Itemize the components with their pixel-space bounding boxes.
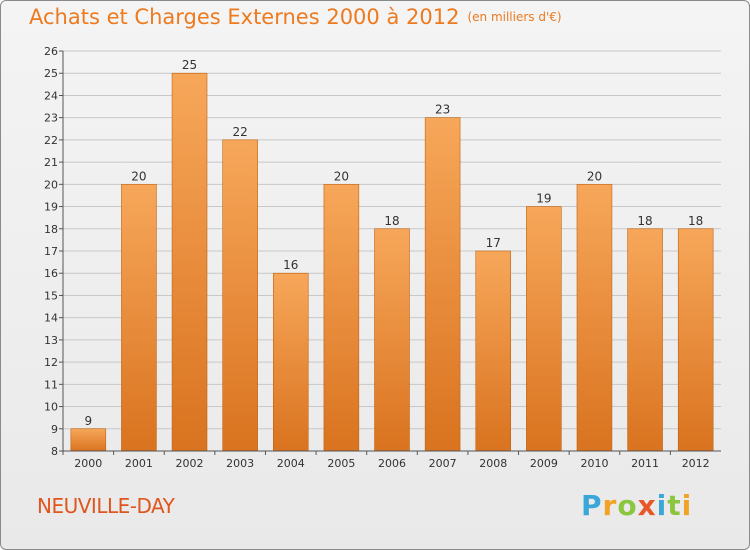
bar [222, 139, 258, 452]
x-tick-label: 2008 [479, 457, 507, 470]
bar [424, 117, 461, 452]
x-tick-label: 2002 [176, 457, 204, 470]
y-tick-label: 22 [44, 134, 58, 147]
y-tick-label: 10 [44, 401, 58, 414]
x-tick-label: 2007 [429, 457, 457, 470]
bar [677, 228, 714, 452]
y-tick-label: 21 [44, 156, 58, 169]
y-tick-label: 16 [44, 267, 58, 280]
y-axis-ticks: 8 9 10 11 12 13 14 15 16 17 18 19 20 21 22 23 24 25 26 [44, 45, 63, 458]
y-tick-label: 9 [51, 423, 58, 436]
bar [273, 272, 309, 452]
bar [526, 206, 562, 452]
x-tick-label: 2000 [74, 457, 102, 470]
y-tick-label: 19 [44, 201, 58, 214]
data-label: 20 [334, 169, 349, 183]
bar [475, 250, 511, 452]
data-labels: 9 20 25 22 16 20 18 23 17 19 20 18 18 [84, 58, 703, 428]
data-label: 20 [587, 169, 602, 183]
x-tick-label: 2006 [378, 457, 406, 470]
bar [627, 228, 663, 452]
y-tick-label: 17 [44, 245, 58, 258]
logo-letter: x [637, 489, 657, 522]
x-tick-label: 2010 [580, 457, 608, 470]
y-tick-label: 20 [44, 178, 58, 191]
data-label: 23 [435, 103, 450, 117]
chart-title-text: Achats et Charges Externes 2000 à 2012 [29, 5, 460, 29]
x-tick-label: 2009 [530, 457, 558, 470]
logo-letter: i [681, 489, 693, 522]
y-tick-label: 8 [51, 445, 58, 458]
y-tick-label: 25 [44, 67, 58, 80]
logo-letter: t [667, 489, 682, 522]
y-tick-label: 11 [44, 378, 58, 391]
y-tick-label: 12 [44, 356, 58, 369]
x-axis-ticks: 2000 2001 2002 2003 2004 2005 2006 2007 2008 2009… [62, 451, 710, 470]
x-tick-label: 2005 [327, 457, 355, 470]
logo-letter: i [656, 489, 668, 522]
bar [121, 184, 157, 452]
chart-unit: (en milliers d'€) [467, 10, 562, 24]
data-label: 18 [637, 214, 652, 228]
data-label: 9 [84, 414, 92, 428]
x-tick-label: 2003 [226, 457, 254, 470]
data-label: 25 [182, 58, 197, 72]
bar [70, 428, 107, 452]
bar [171, 72, 208, 452]
data-label: 18 [688, 214, 703, 228]
bar [576, 184, 613, 452]
logo-letter: P [581, 489, 603, 522]
x-tick-label: 2012 [682, 457, 710, 470]
y-tick-label: 26 [44, 45, 58, 58]
place-name: NEUVILLE-DAY [37, 494, 175, 518]
y-tick-label: 14 [44, 312, 58, 325]
y-tick-label: 23 [44, 112, 58, 125]
axes [62, 51, 721, 452]
data-label: 18 [384, 214, 399, 228]
data-label: 19 [536, 192, 551, 206]
data-label: 20 [131, 169, 146, 183]
y-tick-label: 24 [44, 89, 58, 102]
x-tick-label: 2011 [631, 457, 659, 470]
data-label: 16 [283, 258, 298, 272]
y-tick-label: 13 [44, 334, 58, 347]
y-tick-label: 18 [44, 223, 58, 236]
data-label: 17 [486, 236, 501, 250]
x-tick-label: 2001 [125, 457, 153, 470]
y-tick-label: 15 [44, 289, 58, 302]
chart-title: Achats et Charges Externes 2000 à 2012 (e… [29, 5, 562, 29]
data-label: 22 [233, 125, 248, 139]
bars [70, 72, 714, 452]
proxiti-logo: Proxiti [581, 489, 692, 522]
bar [374, 228, 410, 452]
logo-letter: o [617, 489, 638, 522]
x-tick-label: 2004 [277, 457, 305, 470]
logo-letter: r [602, 489, 618, 522]
bar [323, 184, 360, 452]
